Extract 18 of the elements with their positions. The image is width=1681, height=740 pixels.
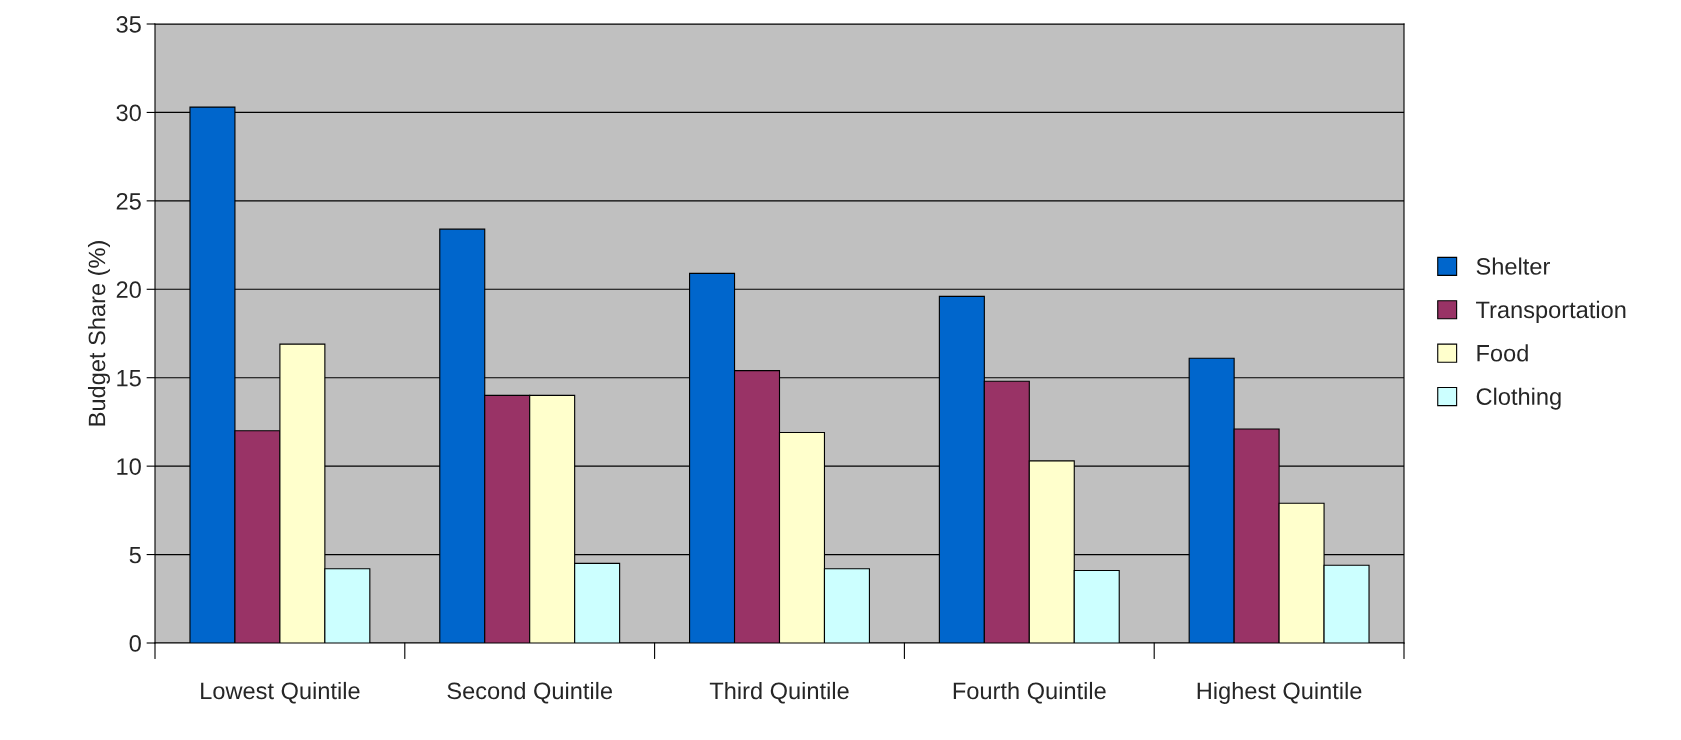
y-tick-label: 20 [116, 281, 141, 299]
legend-label: Shelter [1476, 257, 1550, 275]
y-axis-title: Budget Share (%) [87, 241, 110, 426]
x-tick-label: Second Quintile [447, 681, 612, 704]
x-tick-label: Highest Quintile [1197, 681, 1362, 704]
y-tick-label: 30 [116, 104, 141, 122]
y-tick-label: 35 [116, 16, 141, 33]
y-tick-label: 15 [117, 370, 141, 387]
y-tick-label: 10 [117, 458, 141, 475]
legend-label: Food [1477, 344, 1528, 362]
x-tick-label: Third Quintile [709, 681, 849, 704]
x-tick-label: Fourth Quintile [953, 681, 1106, 704]
y-tick-label: 5 [129, 546, 141, 564]
legend-label: Clothing [1476, 387, 1561, 410]
x-tick-label: Lowest Quintile [201, 681, 360, 704]
legend-label: Transportation [1476, 300, 1626, 323]
y-tick-label: 0 [129, 635, 141, 652]
y-tick-label: 25 [116, 192, 141, 210]
